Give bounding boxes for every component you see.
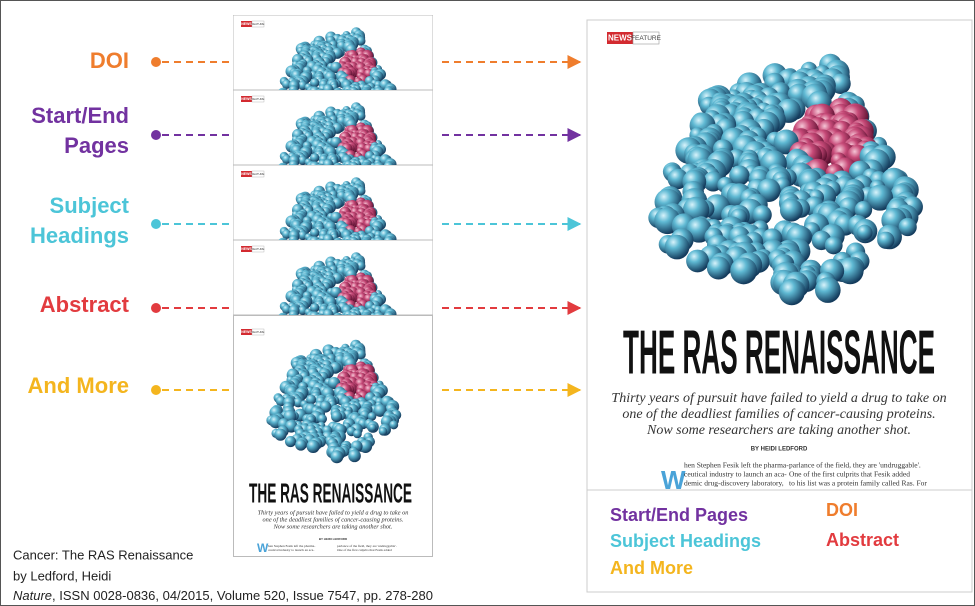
feature-label: DOI [90,48,129,73]
subtitle: Thirty years of pursuit have failed to y… [611,391,946,406]
tag-feature: FEATURE [252,97,265,101]
tag-feature: FEATURE [252,22,265,26]
article-page: NEWS FEATURE THE RAS RENAISSANCE Thirty … [587,20,972,495]
page: DOI Start/End Pages Subject Headings Abstract… [0,0,975,606]
subtitle: Now some researchers are taking another … [273,523,393,530]
tag-feature: FEATURE [252,330,265,334]
feature-label: And More [28,373,129,398]
subtitle: Now some researchers are taking another … [646,423,911,438]
body-text: to his list was a protein family called … [789,479,927,488]
arrow-dot [151,219,161,229]
diagram: DOI Start/End Pages Subject Headings Abstract… [0,0,975,606]
article-title: THE RAS RENAISSANCE [623,318,935,387]
body-text: demic drug-discovery laboratory, [684,479,784,488]
feature-label: Start/End [31,103,129,128]
tag-feature: FEATURE [252,247,265,251]
feature-label: Subject [50,193,130,218]
arrow-dot [151,385,161,395]
article-title: THE RAS RENAISSANCE [249,477,412,508]
summary-item: DOI [826,500,858,520]
feature-label: Abstract [40,292,130,317]
citation-details: , ISSN 0028-0836, 04/2015, Volume 520, I… [52,588,433,603]
tag-news: NEWS [608,34,633,43]
citation-title: Cancer: The RAS Renaissance [13,547,193,562]
tag-feature: FEATURE [252,172,265,176]
summary-item: Start/End Pages [610,505,748,525]
body-text: parlance of the field, they are 'undrugg… [789,461,921,470]
subtitle: one of the deadliest families of cancer-… [263,516,404,523]
summary-item: Abstract [826,530,899,550]
arrow-dot [151,130,161,140]
summary-box: Start/End Pages Subject Headings And Mor… [587,490,972,592]
feature-label: Headings [30,223,129,248]
arrow-dot [151,57,161,67]
feature-label: Pages [64,133,129,158]
summary-item: And More [610,558,693,578]
citation-author: by Ledford, Heidi [13,568,111,583]
body-text: ceutical industry to launch an aca- [268,548,314,552]
body-text: One of the first culprits that Fesik add… [789,470,910,479]
body-text: One of the first culprits that Fesik add… [337,548,392,552]
summary-item: Subject Headings [610,531,761,551]
arrow-dot [151,303,161,313]
citation-source: Nature, ISSN 0028-0836, 04/2015, Volume … [13,588,433,603]
subtitle: Thirty years of pursuit have failed to y… [258,509,409,516]
journal: Nature [13,588,52,603]
tag-feature: FEATURE [631,35,662,42]
body-text: hen Stephen Fesik left the pharma- [684,461,789,470]
byline: BY HEIDI LEDFORD [751,447,808,453]
byline: BY HEIDI LEDFORD [319,537,348,541]
body-text: ceutical industry to launch an aca- [684,470,787,479]
subtitle: one of the deadliest families of cancer-… [622,407,935,422]
